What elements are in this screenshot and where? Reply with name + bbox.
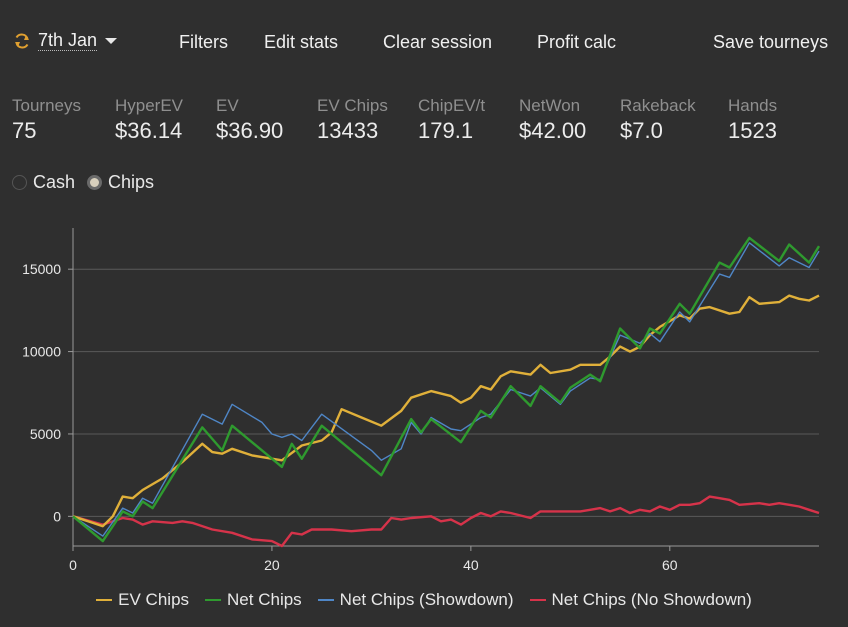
chips-chart: 0 5000 10000 15000 0 20 40 60 [22,228,821,573]
edit-stats-button[interactable]: Edit stats [264,32,339,52]
toolbar: 7th Jan Filters Edit stats Clear session… [0,0,848,80]
stat-label: Tourneys [12,96,81,115]
legend-label: Net Chips (No Showdown) [551,590,752,609]
stat-label: Rakeback [620,96,696,115]
stat-rakeback: Rakeback $7.0 [620,96,696,144]
date-picker[interactable]: 7th Jan [12,30,118,51]
series-line-net-chips-showdown [72,242,820,537]
y-tick-label: 10000 [22,344,61,360]
x-tick-label: 60 [662,557,678,573]
legend-item[interactable]: Net Chips [205,590,302,610]
radio-cash-circle[interactable] [12,175,27,190]
series-line-ev-chips [72,294,820,528]
stat-label: NetWon [519,96,581,115]
filters-button[interactable]: Filters [179,32,228,52]
profit-calc-button[interactable]: Profit calc [537,32,617,52]
radio-cash-label[interactable]: Cash [33,172,76,192]
stat-chipev-per-tourney: ChipEV/t 179.1 [418,96,485,144]
stat-value: $36.14 [115,118,183,143]
x-tick-label: 0 [69,557,77,573]
save-tourneys-button[interactable]: Save tourneys [713,32,829,52]
x-tick-label: 20 [264,557,280,573]
legend-swatch [317,599,334,601]
legend-swatch [96,599,113,601]
chevron-down-icon[interactable] [105,37,118,44]
mode-selector: Cash Chips [12,172,166,193]
legend-label: EV Chips [118,590,190,609]
stat-label: EV [216,96,239,115]
stat-label: ChipEV/t [418,96,486,115]
stat-value: $7.0 [620,118,663,143]
stat-value: 1523 [728,118,777,143]
radio-cash[interactable]: Cash [12,172,75,193]
stat-label: HyperEV [115,96,184,115]
stat-value: 75 [12,118,37,143]
stat-label: Hands [728,96,778,115]
stats-bar: Tourneys 75 HyperEV $36.14 EV $36.90 EV … [0,96,848,156]
date-label[interactable]: 7th Jan [38,30,98,51]
chart-legend: EV Chips Net Chips Net Chips (Showdown) Net… [0,590,848,610]
stat-ev: EV $36.90 [216,96,283,144]
legend-swatch [529,599,546,601]
x-tick-label: 40 [463,557,479,573]
refresh-icon[interactable] [12,31,32,51]
y-tick-label: 0 [53,508,61,524]
stat-value: 13433 [317,118,379,143]
stat-tourneys: Tourneys 75 [12,96,81,144]
stat-hyperev: HyperEV $36.14 [115,96,183,144]
series-line-net-chips-no-showdown [72,495,820,548]
legend-label: Net Chips (Showdown) [339,590,514,609]
legend-item[interactable]: EV Chips [96,590,189,610]
stat-value: $36.90 [216,118,284,143]
y-tick-label: 15000 [22,261,61,277]
radio-chips-circle[interactable] [87,175,103,190]
series-line-net-chips [72,236,821,543]
radio-chips[interactable]: Chips [87,172,154,193]
stat-netwon: NetWon $42.00 [519,96,586,144]
legend-swatch [205,599,222,601]
stat-ev-chips: EV Chips 13433 [317,96,388,144]
stat-value: 179.1 [418,118,474,143]
legend-label: Net Chips [227,590,302,609]
radio-chips-label[interactable]: Chips [108,172,155,192]
legend-item[interactable]: Net Chips (No Showdown) [529,590,752,610]
stat-value: $42.00 [519,118,587,143]
clear-session-button[interactable]: Clear session [383,32,493,52]
y-tick-label: 5000 [30,426,61,442]
stat-label: EV Chips [317,96,388,115]
legend-item[interactable]: Net Chips (Showdown) [317,590,514,610]
stat-hands: Hands 1523 [728,96,777,144]
